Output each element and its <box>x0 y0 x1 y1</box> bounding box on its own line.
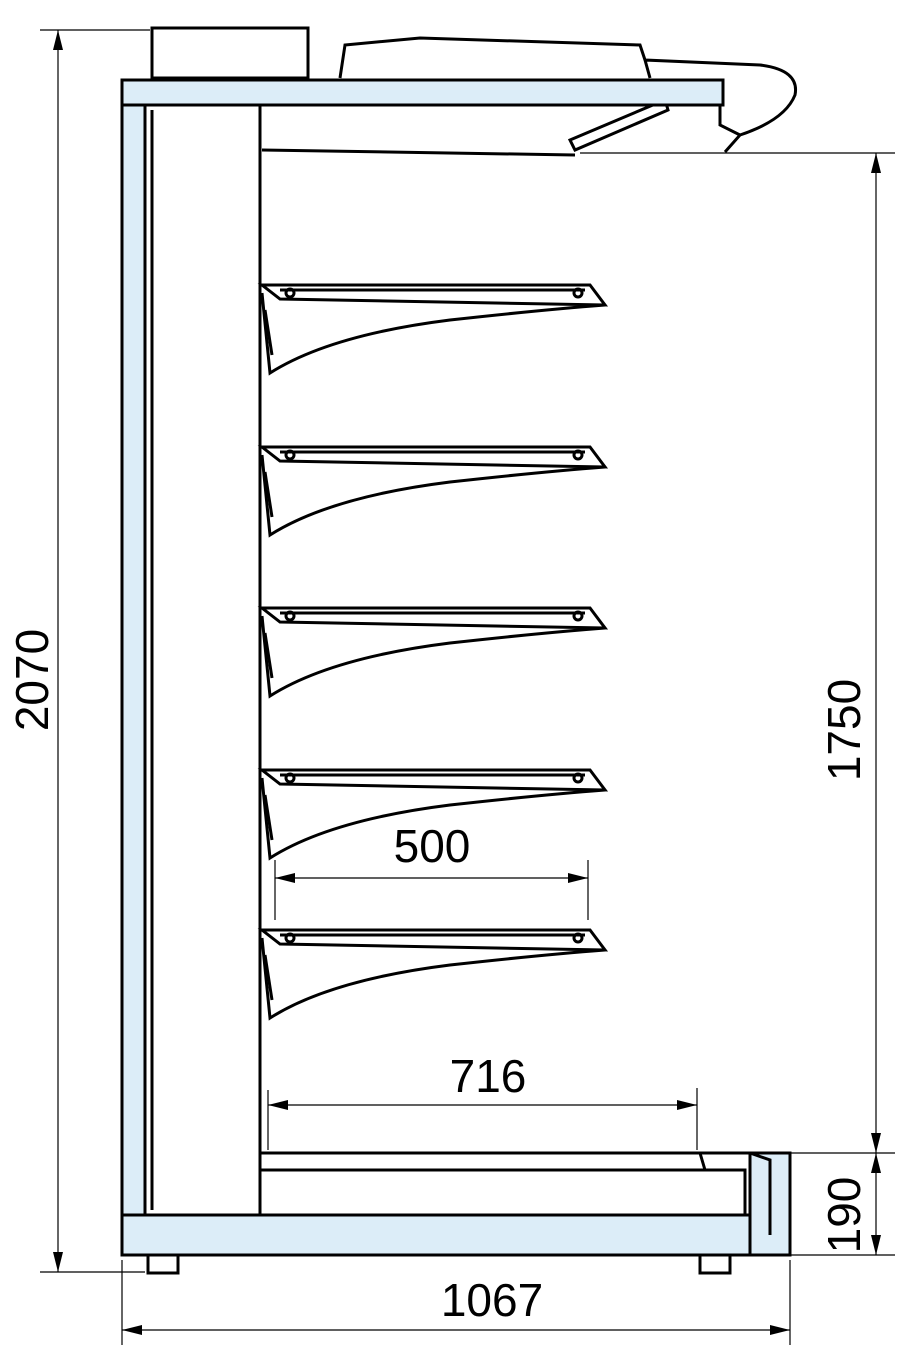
top-unit <box>150 26 310 80</box>
canopy <box>338 36 798 153</box>
shelf <box>260 928 607 1020</box>
dimension-label: 500 <box>394 820 471 872</box>
side-wall <box>120 103 147 1257</box>
dimension-label: 716 <box>450 1050 527 1102</box>
top-plate <box>120 78 725 107</box>
back-panel <box>143 103 262 1217</box>
dimension-label: 190 <box>818 1177 870 1254</box>
shelf <box>260 445 607 537</box>
shelf <box>260 606 607 698</box>
foot <box>698 1253 732 1275</box>
base <box>120 1213 792 1257</box>
extension-line <box>274 860 589 920</box>
dimension-label: 2070 <box>6 629 58 731</box>
base-shelf <box>260 1151 772 1235</box>
shelf <box>260 283 607 375</box>
foot <box>146 1253 180 1275</box>
top-shelf <box>261 148 576 157</box>
dimension-label: 1067 <box>441 1274 543 1326</box>
dimension-label: 1750 <box>818 679 870 781</box>
